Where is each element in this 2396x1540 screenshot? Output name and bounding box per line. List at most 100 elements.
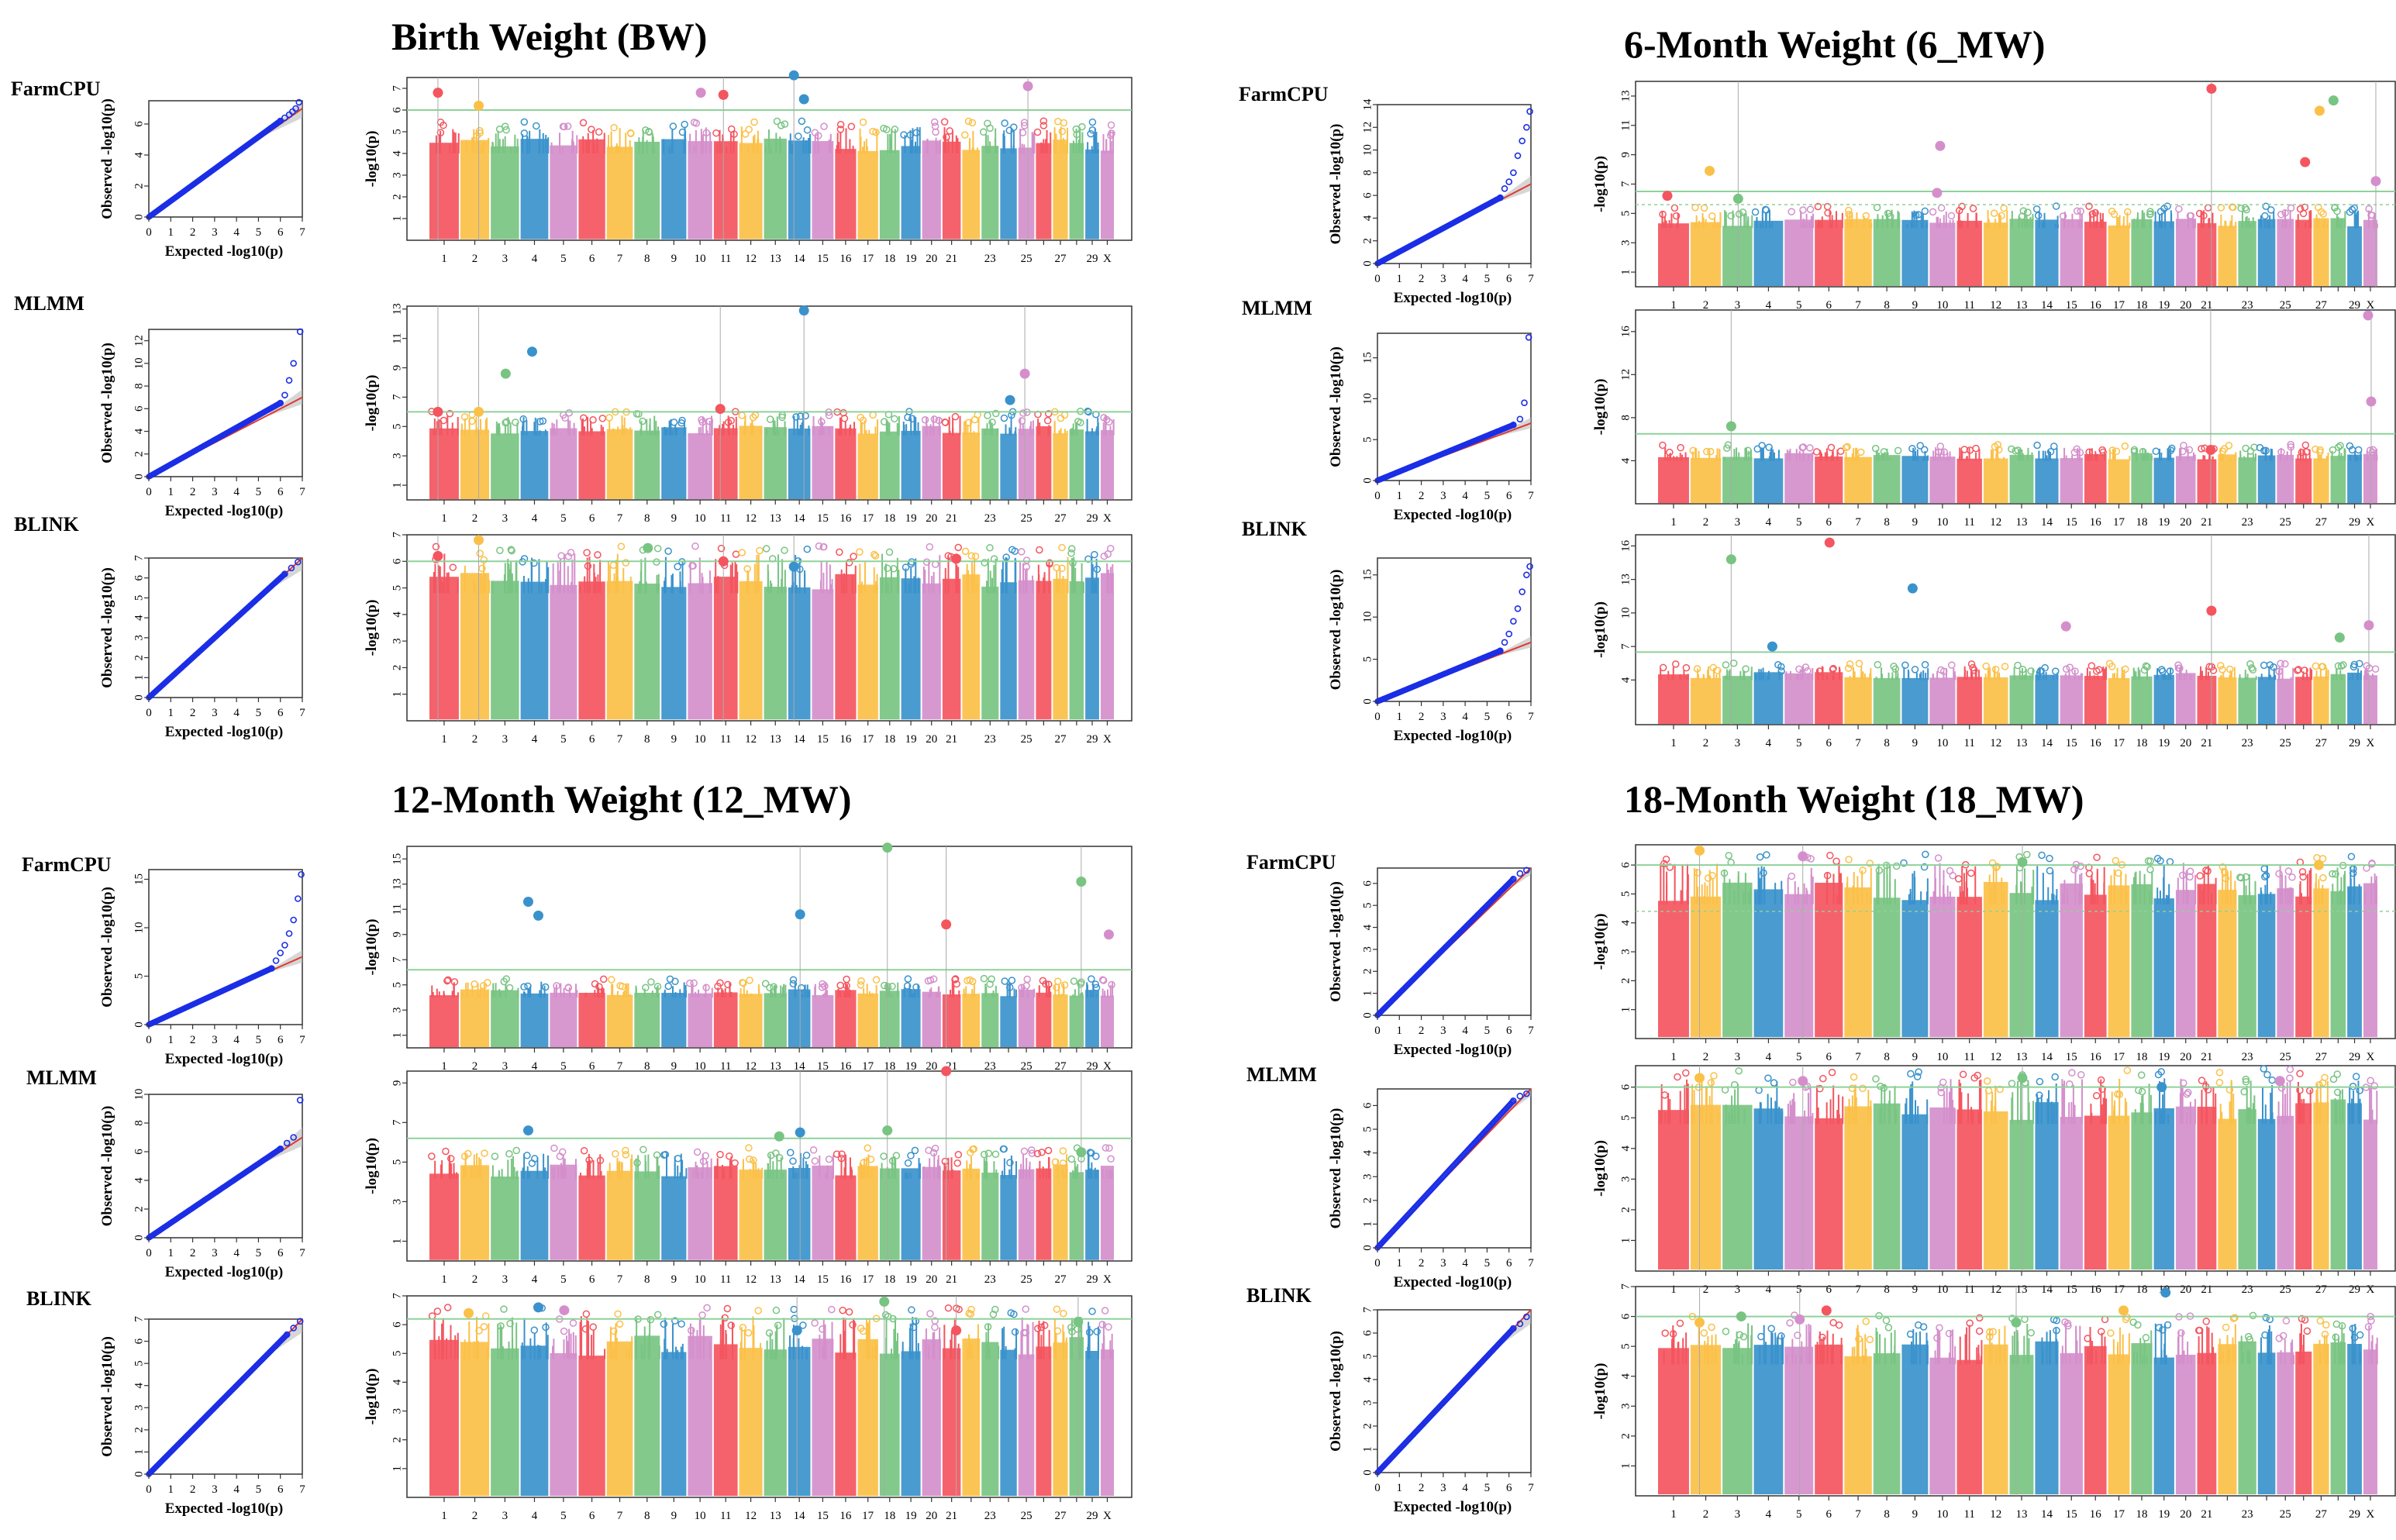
snp-spike	[805, 991, 807, 997]
snp-spike	[480, 1159, 482, 1179]
snp-spike	[793, 1172, 795, 1179]
chromosome-band-X	[2363, 675, 2377, 725]
snp-point	[642, 126, 650, 134]
snp-spike	[931, 575, 933, 594]
snp-spike	[1668, 219, 1670, 229]
qq-y-tick-label: 6	[1361, 192, 1374, 198]
snp-spike	[817, 132, 819, 153]
snp-point	[796, 412, 805, 420]
manhattan-y-tick-label: 7	[1619, 181, 1632, 187]
snp-spike	[700, 426, 702, 436]
snp-spike	[912, 993, 915, 997]
snp-spike	[635, 1158, 637, 1179]
snp-spike	[865, 139, 867, 153]
manhattan-y-axis-label: -log10(p)	[364, 375, 380, 432]
significant-snp	[718, 556, 729, 567]
qq-y-tick-label: 0	[1361, 260, 1374, 267]
qq-confidence-band	[263, 389, 302, 418]
significant-snp	[2363, 620, 2374, 631]
snp-spike	[571, 581, 573, 594]
snp-spike	[1922, 213, 1924, 229]
snp-point	[967, 552, 976, 560]
snp-spike	[1849, 675, 1851, 680]
snp-point	[1068, 545, 1076, 553]
qq-y-tick-label: 12	[1361, 122, 1374, 133]
snp-spike	[822, 994, 824, 997]
snp-spike	[451, 422, 453, 436]
snp-spike	[1093, 580, 1095, 594]
snp-spike	[1968, 448, 1970, 461]
snp-spike	[1706, 670, 1708, 680]
snp-spike	[1060, 428, 1062, 436]
snp-spike	[483, 141, 485, 153]
significant-snp	[715, 404, 726, 415]
chromosome-band-2	[1690, 222, 1722, 287]
snp-spike	[1032, 575, 1034, 594]
significant-snp	[1907, 583, 1918, 594]
qq-point	[296, 328, 304, 336]
snp-spike	[1949, 451, 1951, 461]
qq-y-tick-label: 4	[133, 152, 145, 158]
snp-spike	[443, 993, 445, 997]
qq-x-tick-label: 5	[1484, 711, 1491, 723]
snp-spike	[1888, 457, 1891, 461]
snp-point	[588, 126, 595, 133]
snp-point	[2032, 205, 2041, 213]
snp-spike	[2093, 675, 2095, 680]
snp-spike	[495, 983, 497, 997]
chromosome-band-24	[1000, 582, 1017, 720]
snp-point	[988, 419, 996, 426]
snp-spike	[967, 424, 969, 436]
snp-spike	[476, 427, 478, 436]
snp-point	[968, 119, 977, 127]
chromosome-tick-label: 27	[1054, 733, 1067, 746]
snp-spike	[784, 984, 787, 997]
chromosome-points-12	[1991, 441, 2005, 461]
snp-spike	[564, 553, 566, 594]
snp-point	[944, 552, 953, 560]
snp-spike	[2067, 222, 2070, 229]
snp-point	[1108, 129, 1115, 137]
snp-spike	[2204, 455, 2206, 461]
snp-spike	[516, 138, 519, 153]
snp-spike	[576, 135, 578, 153]
snp-spike	[479, 419, 481, 436]
snp-point	[789, 1157, 797, 1165]
snp-spike	[498, 1170, 500, 1179]
snp-spike	[2097, 675, 2099, 680]
snp-spike	[561, 147, 564, 153]
snp-spike	[579, 584, 581, 594]
qq-y-tick-label: 4	[133, 615, 145, 621]
snp-spike	[923, 576, 926, 594]
chromosome-tick-label: 29	[2349, 737, 2360, 749]
chromosome-band-17	[857, 433, 878, 500]
snp-spike	[2132, 667, 2135, 680]
snp-spike	[574, 553, 576, 594]
snp-spike	[1043, 139, 1045, 153]
snp-spike	[905, 570, 907, 594]
snp-point	[1067, 1155, 1076, 1163]
snp-spike	[480, 987, 482, 997]
snp-spike	[734, 560, 736, 594]
chromosome-band-12	[739, 1170, 763, 1260]
chromosome-band-1	[429, 428, 459, 500]
snp-spike	[2200, 673, 2202, 680]
snp-spike	[637, 585, 640, 594]
snp-spike	[972, 130, 974, 153]
snp-spike	[1072, 423, 1074, 436]
snp-spike	[955, 553, 957, 594]
snp-spike	[2116, 673, 2118, 680]
chromosome-band-26	[2295, 219, 2312, 287]
snp-point	[1845, 206, 1853, 215]
snp-point	[836, 981, 844, 990]
snp-point	[579, 119, 588, 127]
chromosome-tick-label: 13	[770, 733, 781, 746]
chromosome-band-24	[2257, 677, 2276, 725]
significant-snp	[2206, 605, 2217, 616]
qq-x-tick-label: 1	[168, 1034, 174, 1046]
snp-spike	[600, 1171, 602, 1179]
chromosome-band-16	[835, 574, 857, 720]
snp-spike	[1785, 671, 1788, 680]
snp-spike	[2340, 453, 2343, 461]
